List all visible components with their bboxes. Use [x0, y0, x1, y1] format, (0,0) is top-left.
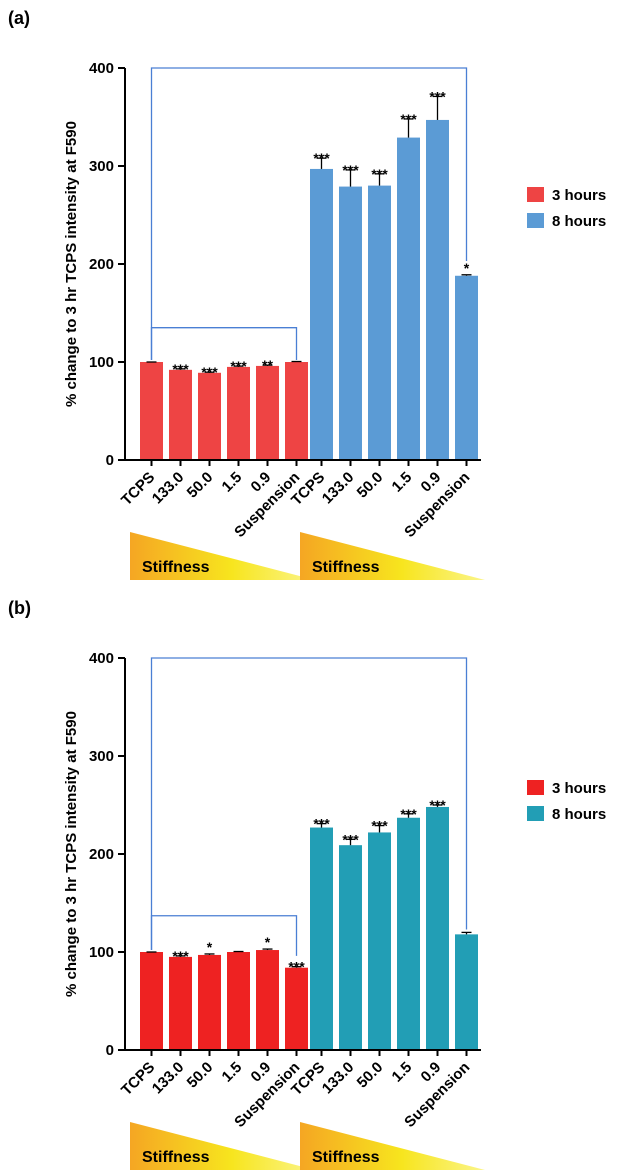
panel-b-category-label: TCPS	[118, 1059, 158, 1099]
panel-b-significance: *	[265, 934, 271, 950]
panel-a-category-label: 50.0	[354, 469, 387, 502]
panel-a-y-axis-label: % change to 3 hr TCPS intensity at F590	[63, 121, 80, 407]
panel-b-category-label: 1.5	[219, 1059, 246, 1086]
panel-b-significance: ***	[288, 959, 305, 975]
panel-a-significance: ***	[429, 88, 446, 104]
panel-a-category-label: 133.0	[319, 469, 358, 508]
panel-a-bar-8h	[397, 137, 420, 460]
chart-panel-a: (a) 0 100 200 300 400 % change to 3 hr TCPS in…	[8, 8, 606, 580]
panel-a-bar-3h	[227, 366, 250, 460]
panel-b-legend-label-8h: 8 hours	[552, 806, 606, 823]
panel-b-significance: ***	[400, 806, 417, 822]
panel-a-significance: ***	[201, 364, 218, 380]
panel-a-significance: ***	[172, 361, 189, 377]
panel-a-significance: ***	[342, 162, 359, 178]
panel-b-significance: *	[207, 939, 213, 955]
panel-b-bar-3h	[285, 967, 308, 1050]
panel-a-legend-swatch-8h	[527, 213, 544, 228]
panel-a-bar-8h	[368, 185, 391, 460]
panel-b-significance: ***	[313, 816, 330, 832]
panel-a-bar-8h	[426, 119, 449, 460]
panel-a-stiffness-label: Stiffness	[142, 559, 210, 576]
panel-a-bar-3h	[285, 362, 308, 460]
panel-a-bar-8h	[455, 275, 478, 460]
panel-b-bar-3h	[227, 952, 250, 1050]
panel-a-y-tick-label: 0	[106, 452, 114, 469]
panel-b-category-label: 50.0	[184, 1059, 217, 1092]
panel-b-legend-swatch-8h	[527, 806, 544, 821]
panel-a-bracket-3h	[150, 327, 298, 361]
panel-b-stiffness-wedge	[300, 1122, 485, 1170]
panel-a-significance: ***	[371, 166, 388, 182]
panel-b-bar-8h	[426, 806, 449, 1050]
panel-a-bar-8h	[339, 186, 362, 460]
panel-a-bar-3h	[198, 372, 221, 460]
panel-a-bracket-outer	[150, 67, 468, 361]
panel-a-category-label: 1.5	[219, 469, 246, 496]
panel-a-legend-swatch-3h	[527, 187, 544, 202]
panel-a-stiffness-label: Stiffness	[312, 559, 380, 576]
panel-b-significance: ***	[172, 948, 189, 964]
panel-b-bar-8h	[339, 845, 362, 1050]
panel-b-y-tick-label: 200	[89, 846, 114, 863]
panel-a-bar-3h	[256, 365, 279, 460]
panel-a-category-label: 50.0	[184, 469, 217, 502]
panel-a-category-label: 1.5	[389, 469, 416, 496]
panel-a-y-tick-label: 200	[89, 256, 114, 273]
panel-b-stiffness-wedge	[130, 1122, 315, 1170]
panel-b-significance: ***	[429, 797, 446, 813]
panel-b-y-tick-label: 400	[89, 650, 114, 667]
panel-b-bracket-outer	[150, 657, 468, 951]
panel-a-bar-3h	[140, 362, 163, 460]
panel-a-bar-8h	[310, 168, 333, 460]
panel-b-category-label: 133.0	[149, 1059, 188, 1098]
panel-a-significance: ***	[313, 150, 330, 166]
panel-b-category-label: 50.0	[354, 1059, 387, 1092]
panel-a-significance: ***	[230, 358, 247, 374]
panel-b-y-tick-label: 0	[106, 1042, 114, 1059]
panel-a-category-label: 133.0	[149, 469, 188, 508]
chart-panel-b: (b) 0 100 200 300 400 % change to 3 hr TCPS in…	[8, 598, 606, 1170]
panel-a-y-tick-label: 400	[89, 60, 114, 77]
panel-b-category-label: 133.0	[319, 1059, 358, 1098]
panel-b-category-label: 1.5	[389, 1059, 416, 1086]
panel-b-y-tick-label: 300	[89, 748, 114, 765]
panel-b-bar-8h	[397, 817, 420, 1050]
panel-b-y-tick-label: 100	[89, 944, 114, 961]
panel-a-significance: ***	[400, 111, 417, 127]
panel-a-y-tick-label: 300	[89, 158, 114, 175]
panel-a-category-label: TCPS	[118, 469, 158, 509]
panel-b-legend-label-3h: 3 hours	[552, 780, 606, 797]
panel-b-significance: ***	[342, 831, 359, 847]
panel-a-stiffness-wedge	[300, 532, 485, 580]
panel-b-stiffness-label: Stiffness	[142, 1149, 210, 1166]
panel-b-bar-8h	[455, 934, 478, 1050]
panel-b-y-axis-label: % change to 3 hr TCPS intensity at F590	[63, 711, 80, 997]
panel-b-bar-8h	[310, 827, 333, 1050]
panel-b-bar-3h	[198, 954, 221, 1050]
panel-a-significance: **	[262, 357, 273, 373]
panel-a-label: (a)	[8, 8, 30, 28]
panel-b-bar-3h	[140, 952, 163, 1050]
panel-b-legend-swatch-3h	[527, 780, 544, 795]
panel-b-significance: ***	[371, 818, 388, 834]
panel-a-significance: *	[464, 260, 470, 276]
panel-a-stiffness-wedge	[130, 532, 315, 580]
panel-a-legend-label-3h: 3 hours	[552, 187, 606, 204]
panel-a-legend-label-8h: 8 hours	[552, 213, 606, 230]
panel-b-bar-8h	[368, 832, 391, 1050]
panel-b-bar-3h	[169, 956, 192, 1050]
panel-a-y-tick-label: 100	[89, 354, 114, 371]
panel-b-label: (b)	[8, 598, 31, 618]
panel-b-bar-3h	[256, 950, 279, 1050]
panel-a-bar-3h	[169, 369, 192, 460]
panel-b-stiffness-label: Stiffness	[312, 1149, 380, 1166]
